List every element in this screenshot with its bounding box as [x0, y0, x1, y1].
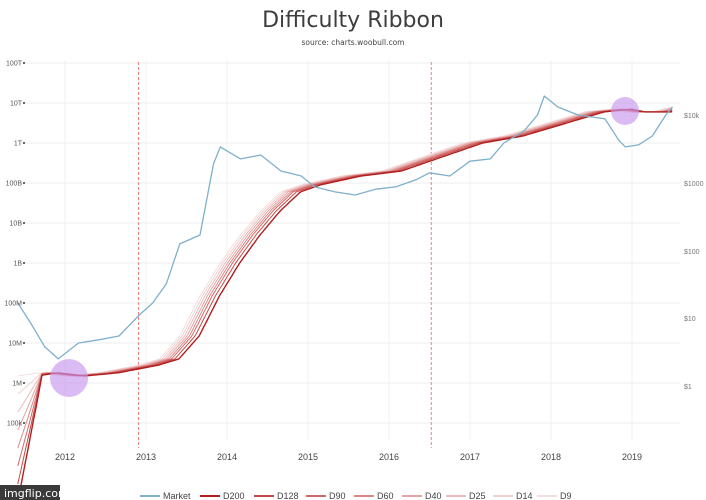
chart-title: Difficulty Ribbon	[262, 8, 444, 33]
highlight-circle	[611, 97, 639, 125]
legend-label-d60: D60	[377, 491, 394, 500]
legend-label-d40: D40	[425, 491, 442, 500]
left-tick-label: 10T	[10, 101, 23, 108]
left-tick-label: 1M	[12, 381, 22, 388]
x-tick-label: 2019	[622, 452, 642, 462]
left-axis: 100T 10T 1T 100B 10B 1B 100M 10M 1M 100k	[4, 61, 25, 428]
legend-label-market: Market	[163, 491, 191, 500]
left-tick-label: 100M	[4, 301, 22, 308]
x-tick-label: 2017	[460, 452, 480, 462]
watermark-text: imgflip.com	[4, 487, 69, 500]
watermark-background	[0, 485, 60, 500]
left-tick-mark	[23, 142, 25, 144]
right-tick-label: $10	[684, 316, 696, 323]
right-tick-label: $1	[684, 384, 692, 391]
market-line	[17, 95, 674, 360]
right-tick-label: $10k	[684, 113, 700, 120]
right-tick-label: $100	[684, 249, 700, 256]
x-tick-label: 2012	[55, 452, 75, 462]
watermark: imgflip.com	[0, 485, 69, 500]
left-tick-mark	[23, 342, 25, 344]
x-tick-label: 2014	[217, 452, 237, 462]
left-tick-mark	[23, 222, 25, 224]
left-tick-mark	[23, 302, 25, 304]
right-tick-label: $1000	[684, 181, 704, 188]
right-axis: $10k $1000 $100 $10 $1	[684, 113, 704, 391]
left-tick-mark	[23, 62, 25, 64]
left-tick-mark	[23, 102, 25, 104]
chart-subtitle: source: charts.woobull.com	[301, 38, 404, 47]
left-tick-label: 1B	[13, 261, 22, 268]
ribbon-line-d128	[17, 108, 673, 485]
gridlines	[20, 60, 680, 440]
x-tick-label: 2013	[136, 452, 156, 462]
left-tick-label: 100T	[6, 61, 23, 68]
legend-label-d25: D25	[469, 491, 486, 500]
market-series	[17, 95, 674, 360]
ribbon-line-d200	[17, 108, 673, 500]
left-tick-label: 10M	[8, 341, 22, 348]
left-tick-mark	[23, 382, 25, 384]
legend-label-d14: D14	[516, 491, 533, 500]
legend-label-d128: D128	[277, 491, 299, 500]
legend-label-d90: D90	[329, 491, 346, 500]
legend: Market D200 D128 D90 D60 D40 D25 D14 D9	[140, 491, 572, 500]
highlight-circle	[50, 359, 88, 397]
legend-label-d200: D200	[223, 491, 245, 500]
difficulty-ribbon	[17, 106, 673, 500]
x-tick-label: 2015	[298, 452, 318, 462]
left-tick-mark	[23, 422, 25, 424]
left-tick-label: 100B	[6, 181, 23, 188]
highlight-circles	[50, 97, 639, 397]
left-tick-mark	[23, 262, 25, 264]
left-tick-label: 1T	[14, 141, 23, 148]
left-tick-label: 100k	[7, 421, 23, 428]
ribbon-line-d90	[17, 108, 673, 467]
halving-lines	[137, 62, 432, 448]
x-axis: 2012 2013 2014 2015 2016 2017 2018 2019	[55, 452, 642, 462]
x-tick-label: 2016	[379, 452, 399, 462]
left-tick-label: 10B	[10, 221, 23, 228]
left-tick-mark	[23, 182, 25, 184]
x-tick-label: 2018	[541, 452, 561, 462]
legend-label-d9: D9	[560, 491, 572, 500]
